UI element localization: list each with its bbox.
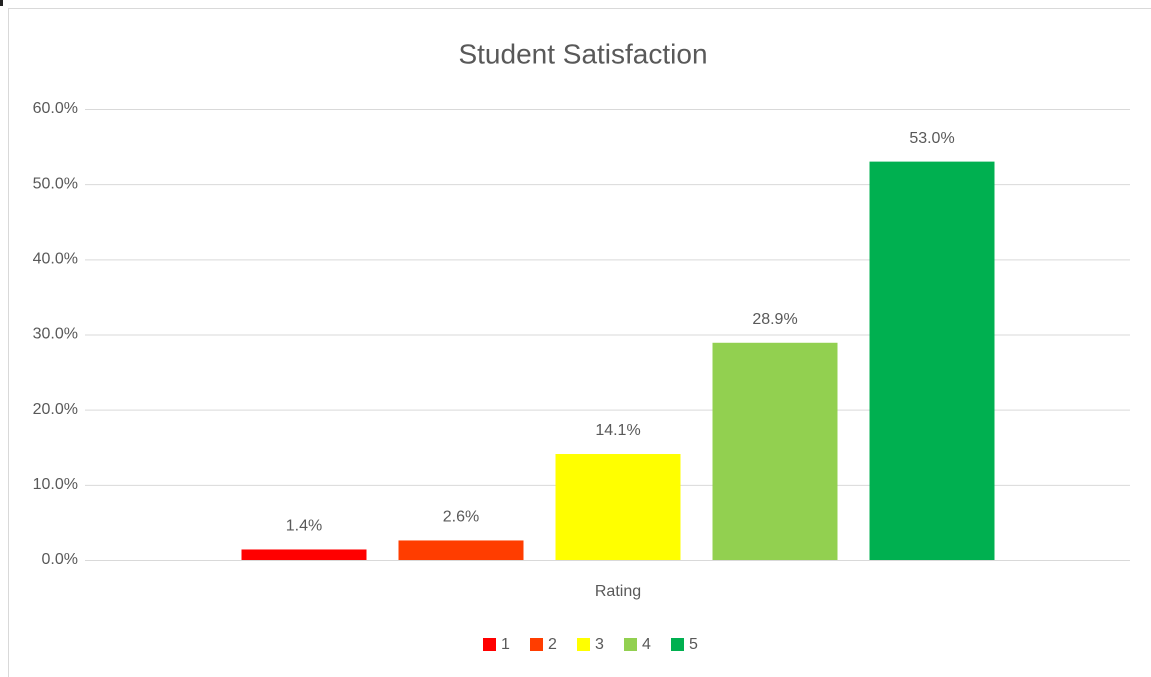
y-tick-label: 60.0%: [33, 100, 78, 117]
legend-label: 1: [501, 636, 510, 653]
legend-swatch: [671, 638, 684, 651]
legend-swatch: [624, 638, 637, 651]
data-label: 2.6%: [443, 509, 479, 526]
data-label: 28.9%: [752, 311, 797, 328]
corner-mark: [0, 0, 3, 6]
legend-label: 2: [548, 636, 557, 653]
data-label: 14.1%: [595, 422, 640, 439]
legend-label: 5: [689, 636, 698, 653]
bar: [712, 342, 838, 560]
x-category-label: Rating: [595, 583, 641, 600]
legend-label: 4: [642, 636, 651, 653]
bar: [555, 454, 681, 560]
y-tick-label: 20.0%: [33, 401, 78, 418]
data-label: 53.0%: [909, 130, 954, 147]
chart-title: Student Satisfaction: [458, 38, 707, 69]
y-tick-label: 0.0%: [42, 551, 78, 568]
y-tick-label: 10.0%: [33, 476, 78, 493]
legend-label: 3: [595, 636, 604, 653]
legend-swatch: [577, 638, 590, 651]
bar: [398, 540, 524, 560]
y-tick-label: 30.0%: [33, 326, 78, 343]
bar: [869, 161, 995, 560]
bar: [241, 549, 367, 560]
data-label: 1.4%: [286, 518, 322, 535]
legend-swatch: [530, 638, 543, 651]
y-tick-label: 50.0%: [33, 175, 78, 192]
legend-swatch: [483, 638, 496, 651]
y-tick-label: 40.0%: [33, 251, 78, 268]
